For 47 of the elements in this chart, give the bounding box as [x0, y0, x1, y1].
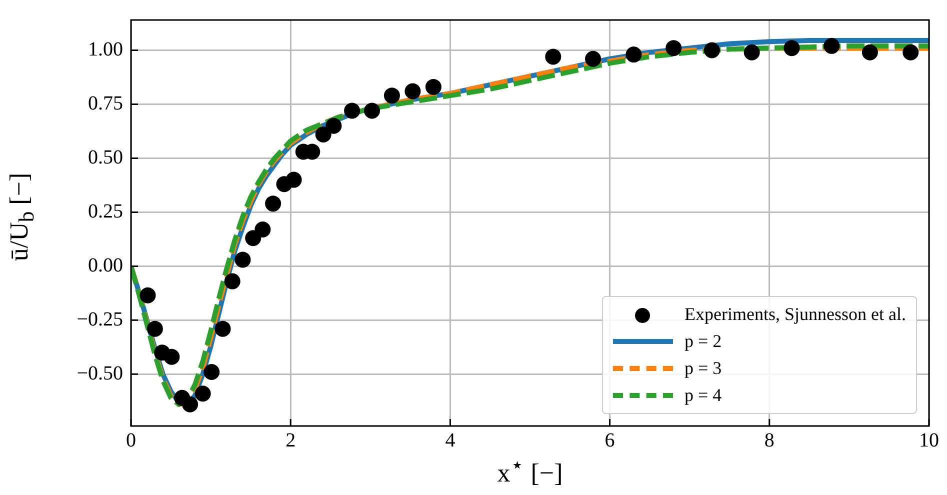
y-tick-label: 0.25: [88, 200, 123, 222]
x-axis-title: x$^{⋆}$ [−]: [497, 452, 563, 489]
point: [585, 50, 602, 67]
x-tick-label: 0: [126, 429, 136, 452]
point: [146, 320, 163, 337]
x-tick-label: 4: [445, 429, 456, 452]
point: [164, 348, 180, 365]
legend-label: p = 2: [684, 331, 722, 352]
point: [862, 44, 878, 60]
point: [234, 252, 251, 268]
point: [364, 102, 380, 119]
point: [704, 42, 720, 58]
point: [902, 44, 919, 60]
point: [182, 396, 198, 412]
point: [404, 83, 421, 100]
legend-label: p = 3: [684, 358, 722, 379]
x-tick-label: 8: [764, 429, 774, 452]
point: [384, 88, 400, 104]
legend-label: Experiments, Sjunnesson et al.: [684, 304, 906, 325]
point: [286, 172, 302, 188]
y-tick-label: 0.75: [88, 92, 123, 114]
x-tick-label: 6: [604, 429, 615, 452]
y-tick-label: 0.00: [88, 254, 123, 276]
point: [744, 44, 760, 60]
x-tick-label: 2: [286, 429, 296, 452]
point: [784, 40, 800, 56]
y-tick-label: 0.50: [88, 146, 123, 168]
point: [204, 364, 220, 380]
point: [425, 78, 442, 95]
x-tick-label: 10: [919, 429, 939, 452]
point: [224, 273, 240, 290]
y-tick-label: −0.50: [76, 362, 123, 384]
point: [824, 38, 840, 54]
point: [140, 287, 156, 304]
point: [265, 196, 282, 212]
point: [315, 126, 332, 142]
point: [626, 46, 642, 63]
point: [344, 102, 360, 119]
legend-label: p = 4: [684, 385, 722, 406]
point: [254, 221, 271, 238]
y-tick-label: 1.00: [88, 38, 123, 60]
point: [666, 40, 682, 56]
point: [326, 118, 342, 134]
point: [194, 386, 211, 402]
point: [214, 320, 231, 337]
point: [545, 48, 562, 65]
y-tick-label: −0.25: [76, 308, 123, 330]
